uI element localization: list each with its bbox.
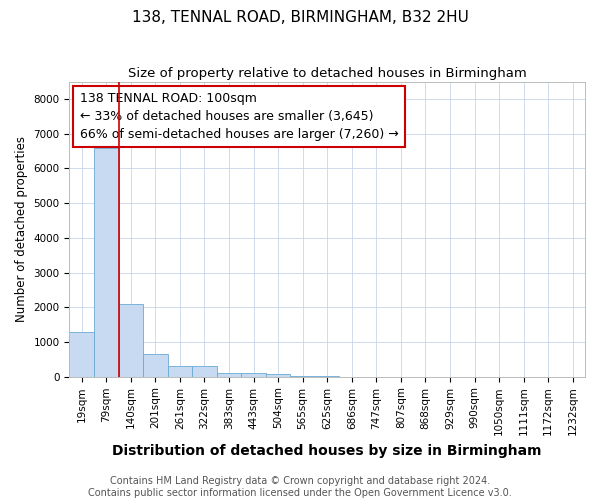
Bar [94,148,119,376]
X-axis label: Distribution of detached houses by size in Birmingham: Distribution of detached houses by size … [112,444,542,458]
Text: 138, TENNAL ROAD, BIRMINGHAM, B32 2HU: 138, TENNAL ROAD, BIRMINGHAM, B32 2HU [131,10,469,25]
Text: Contains HM Land Registry data © Crown copyright and database right 2024.
Contai: Contains HM Land Registry data © Crown c… [88,476,512,498]
Bar [192,366,217,376]
Text: 138 TENNAL ROAD: 100sqm
← 33% of detached houses are smaller (3,645)
66% of semi: 138 TENNAL ROAD: 100sqm ← 33% of detache… [80,92,398,141]
Bar [167,366,192,376]
Bar [266,374,290,376]
Bar [119,304,143,376]
Title: Size of property relative to detached houses in Birmingham: Size of property relative to detached ho… [128,68,527,80]
Y-axis label: Number of detached properties: Number of detached properties [15,136,28,322]
Bar [143,354,167,376]
Bar [70,332,94,376]
Bar [217,372,241,376]
Bar [241,373,266,376]
